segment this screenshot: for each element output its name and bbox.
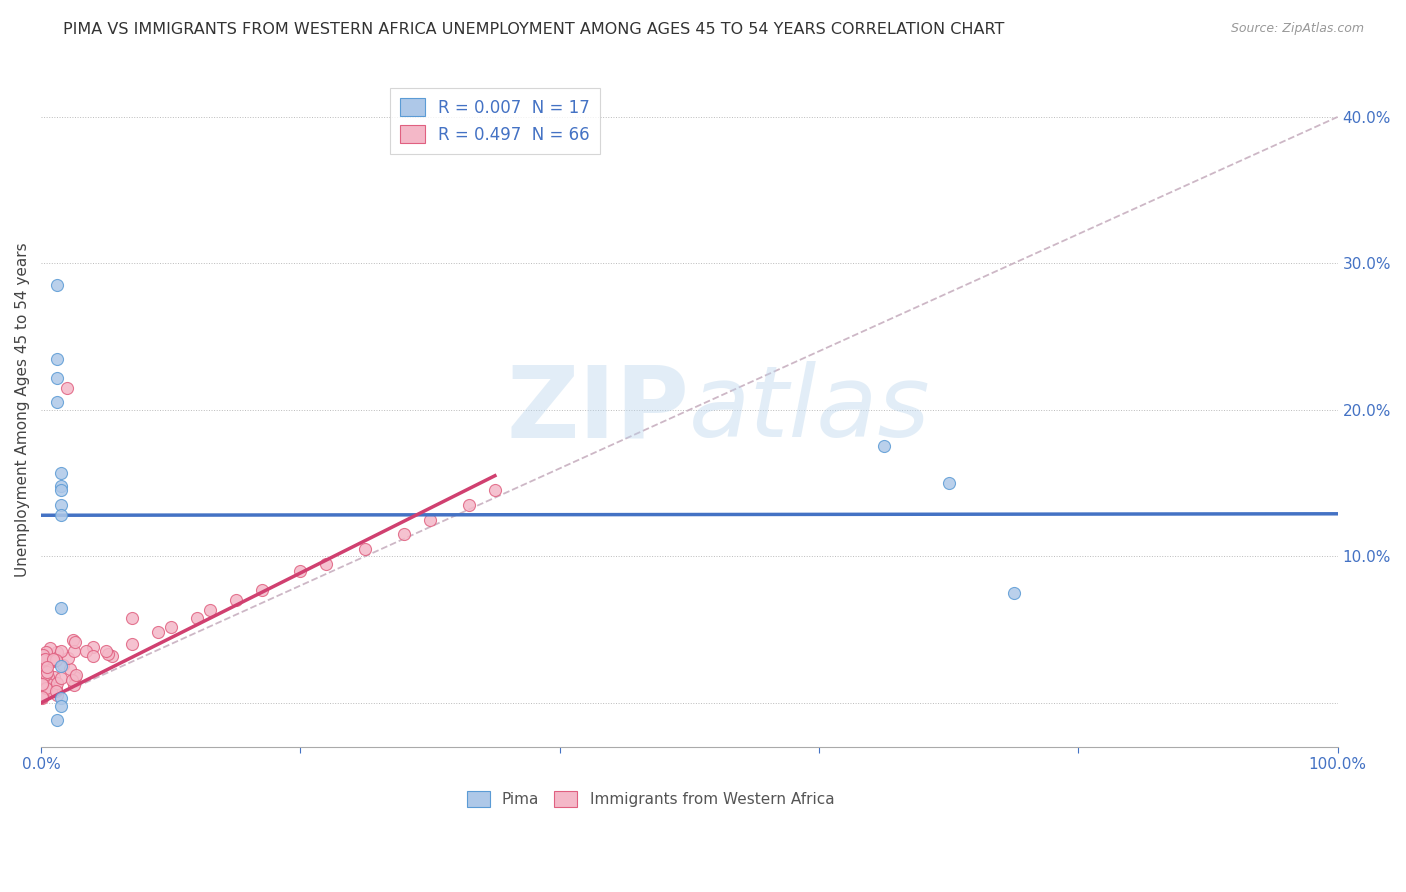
Point (82, 640, 104, 654)
Point (45, 370, 67, 384)
Point (34, 651, 56, 665)
Point (35, 681, 58, 696)
Point (315, 557, 337, 571)
Point (35, 644, 58, 658)
Point (39, 681, 62, 695)
Point (49, 600, 72, 615)
Text: ZIP: ZIP (506, 361, 689, 458)
Point (31, 648, 53, 663)
Point (31, 658, 53, 673)
Point (45, 688, 67, 702)
Point (46, 645, 69, 659)
Point (42, 652, 65, 666)
Point (45, 351, 67, 366)
Point (49, 691, 72, 706)
Point (49, 479, 72, 493)
Point (37, 676, 59, 690)
Point (121, 637, 143, 651)
Point (37, 670, 59, 684)
Point (39, 641, 62, 656)
Point (49, 698, 72, 713)
Point (458, 498, 481, 512)
Legend: Pima, Immigrants from Western Africa: Pima, Immigrants from Western Africa (461, 785, 841, 814)
Point (82, 648, 104, 663)
Point (35, 660, 58, 674)
Point (101, 648, 124, 663)
Point (186, 611, 208, 625)
Point (32, 666, 55, 681)
Point (290, 564, 312, 578)
Point (32, 648, 55, 662)
Point (354, 541, 377, 556)
Point (62, 633, 84, 648)
Point (44, 654, 66, 668)
Point (49, 466, 72, 480)
Point (49, 659, 72, 673)
Point (32, 671, 55, 685)
Text: atlas: atlas (689, 361, 931, 458)
Point (31, 691, 53, 706)
Point (45, 653, 67, 667)
Point (63, 678, 86, 692)
Y-axis label: Unemployment Among Ages 45 to 54 years: Unemployment Among Ages 45 to 54 years (15, 243, 30, 577)
Point (45, 684, 67, 698)
Point (31, 690, 53, 704)
Point (198, 603, 221, 617)
Point (65, 668, 87, 682)
Point (59, 662, 82, 676)
Point (45, 681, 67, 695)
Point (45, 713, 67, 727)
Point (35, 657, 58, 672)
Point (225, 593, 247, 607)
Point (419, 513, 441, 527)
Point (42, 653, 65, 667)
Point (250, 582, 273, 597)
Text: Source: ZipAtlas.com: Source: ZipAtlas.com (1230, 22, 1364, 36)
Point (873, 439, 896, 453)
Point (45, 676, 67, 690)
Point (51, 644, 73, 658)
Point (392, 527, 415, 541)
Point (938, 476, 960, 491)
Point (1002, 586, 1025, 600)
Point (121, 611, 143, 625)
Point (41, 683, 63, 698)
Point (32, 679, 55, 693)
Point (35, 665, 58, 680)
Point (63, 670, 86, 684)
Point (45, 278, 67, 293)
Point (44, 671, 66, 685)
Point (56, 381, 79, 395)
Point (49, 498, 72, 512)
Point (62, 644, 84, 658)
Point (31, 653, 53, 667)
Point (75, 644, 97, 658)
Point (159, 619, 181, 633)
Point (31, 677, 53, 691)
Point (49, 508, 72, 523)
Point (62, 673, 84, 688)
Point (49, 483, 72, 498)
Text: PIMA VS IMMIGRANTS FROM WESTERN AFRICA UNEMPLOYMENT AMONG AGES 45 TO 54 YEARS CO: PIMA VS IMMIGRANTS FROM WESTERN AFRICA U… (63, 22, 1005, 37)
Point (52, 657, 75, 672)
Point (94, 644, 117, 658)
Point (56, 650, 79, 665)
Point (146, 625, 169, 640)
Point (35, 667, 58, 681)
Point (65, 635, 87, 649)
Point (97, 647, 120, 661)
Point (49, 672, 72, 686)
Point (484, 483, 506, 498)
Point (45, 395, 67, 409)
